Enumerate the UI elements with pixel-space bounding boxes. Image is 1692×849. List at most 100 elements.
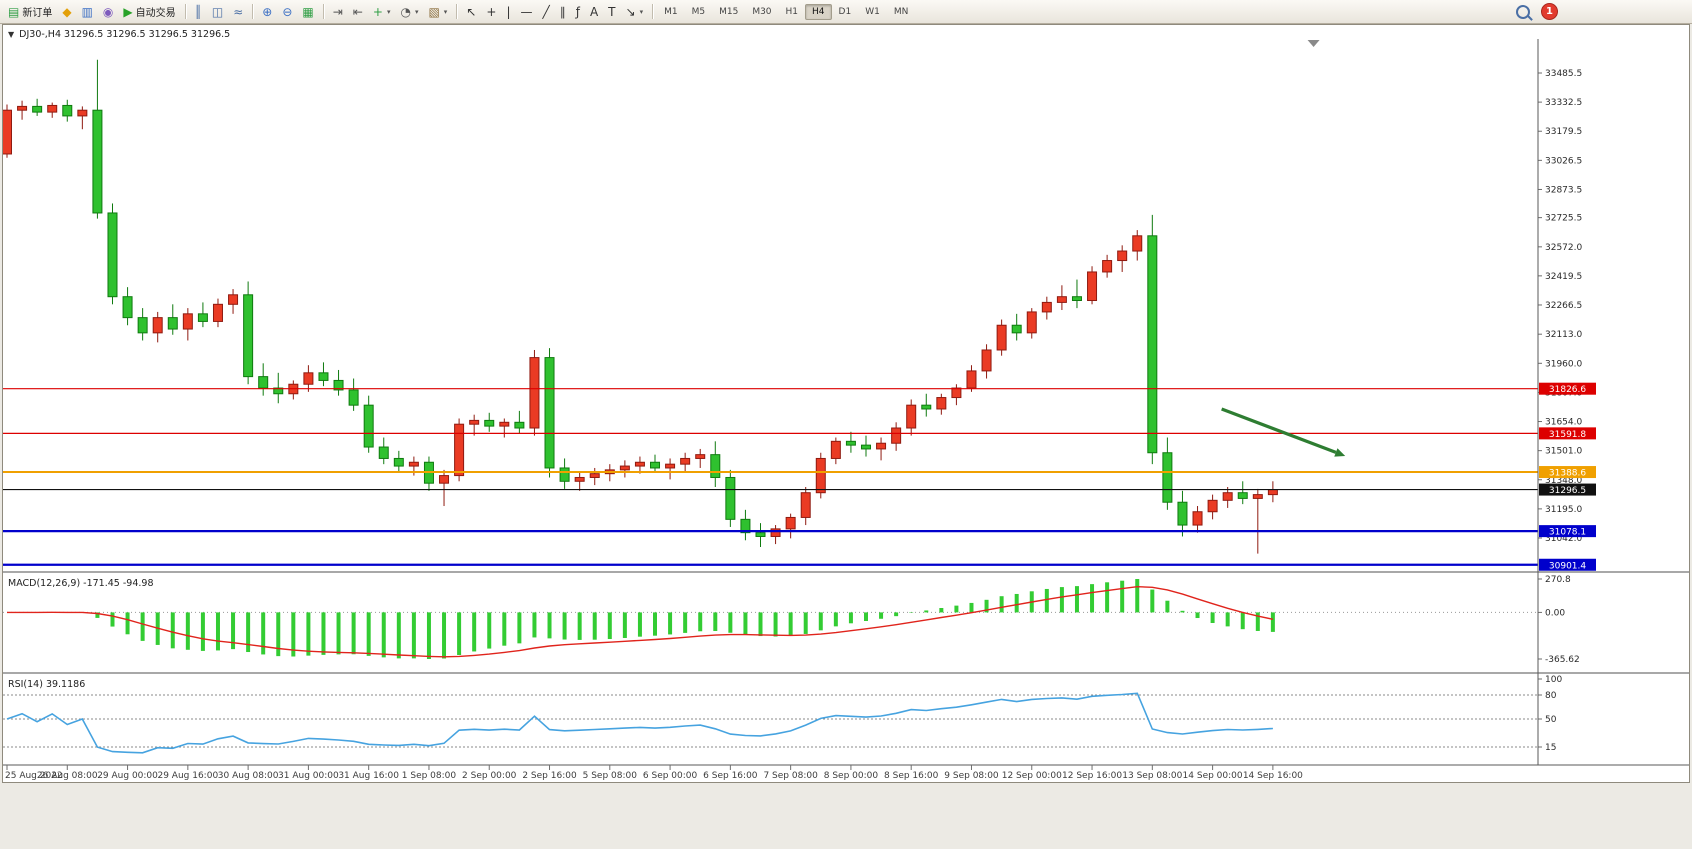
candle: [258, 363, 269, 396]
candle: [1087, 266, 1098, 305]
candle: [1026, 308, 1037, 339]
autotrading-button[interactable]: ▶ 自动交易: [118, 3, 180, 21]
zoom-in-button[interactable]: ⊕: [257, 3, 277, 21]
tile-windows-button[interactable]: ▦: [297, 3, 318, 21]
line-chart-type-button-glyph: ≈: [233, 4, 244, 19]
candlestick-type-button[interactable]: ◫: [207, 3, 228, 21]
horizontal-line-tool-button-glyph: —: [520, 4, 533, 19]
auto-scroll-button[interactable]: ⇥: [328, 3, 348, 21]
timeframe-m5-button[interactable]: M5: [691, 6, 706, 17]
candle: [47, 102, 58, 118]
time-axis-label: 25 Aug 2022: [5, 771, 63, 781]
candle: [1117, 245, 1128, 272]
vertical-line-tool-button[interactable]: |: [501, 3, 515, 21]
candle: [3, 104, 12, 158]
time-axis-label: 30 Aug 08:00: [218, 771, 279, 781]
candle: [725, 469, 736, 527]
candle: [243, 281, 254, 385]
timeframe-d1-button[interactable]: D1: [838, 6, 852, 17]
crosshair-tool-button-glyph: +: [486, 4, 497, 19]
chart-profiles-icon[interactable]: ▥: [77, 3, 98, 21]
new-order-button[interactable]: ▤ 新订单: [3, 3, 57, 21]
text-tool-button[interactable]: A: [585, 3, 603, 21]
candle: [665, 458, 676, 480]
candle: [363, 395, 374, 453]
time-axis-label: 31 Aug 16:00: [338, 771, 399, 781]
toolbar-separator: [184, 4, 186, 19]
svg-text:31826.6: 31826.6: [1549, 385, 1586, 395]
periods-button[interactable]: ◔ ▾: [395, 3, 423, 21]
trendline-tool-button[interactable]: ╱: [537, 3, 554, 21]
price-axis-label: 32572.0: [1545, 243, 1582, 253]
candle: [1237, 481, 1248, 505]
price-axis-label: 32873.5: [1545, 185, 1582, 195]
candle: [981, 344, 992, 379]
alerts-icon-glyph: ◉: [102, 4, 114, 19]
toolbar-group: ⊕ ⊖ ▦: [257, 3, 318, 21]
candle: [1267, 481, 1278, 503]
caret-down-icon: ▾: [443, 7, 448, 16]
trend-arrow[interactable]: [1221, 407, 1346, 457]
candle: [167, 304, 178, 335]
timeframe-h4-button[interactable]: H4: [805, 3, 832, 20]
indicators-button[interactable]: + ▾: [368, 3, 396, 21]
chart-shift-marker[interactable]: [1307, 40, 1320, 47]
timeframe-m30-button[interactable]: M30: [752, 6, 772, 17]
chart-canvas[interactable]: 33485.5 33332.5 33179.5 33026.5 32873.5 32725…: [3, 25, 1689, 782]
zoom-out-button[interactable]: ⊖: [277, 3, 297, 21]
timeframe-mn-button[interactable]: MN: [893, 6, 909, 17]
new-order-button-glyph: ▤: [8, 4, 20, 19]
current-price-line-tag: 31296.5: [1539, 483, 1596, 496]
templates-button-glyph: ▧: [428, 4, 440, 19]
timeframe-m1-button[interactable]: M1: [664, 6, 678, 17]
timeframe-m15-button[interactable]: M15: [719, 6, 739, 17]
candle: [318, 362, 329, 387]
cursor-tool-button[interactable]: ↖: [461, 3, 481, 21]
candle: [454, 418, 465, 482]
timeframe-w1-button[interactable]: W1: [865, 6, 880, 17]
candle: [695, 448, 706, 468]
toolbar-separator: [252, 4, 254, 19]
indicators-button-glyph: +: [372, 4, 383, 19]
chart-window[interactable]: ▼ DJ30-,H4 31296.5 31296.5 31296.5 31296…: [2, 24, 1690, 783]
autotrading-button-glyph: ▶: [123, 4, 133, 19]
macd-indicator-label: MACD(12,26,9) -171.45 -94.98: [8, 578, 154, 589]
candle: [680, 452, 691, 472]
timeframe-h1-button[interactable]: H1: [785, 6, 799, 17]
candle: [1192, 506, 1203, 533]
candle: [830, 437, 841, 465]
price-axis-label: 31042.0: [1545, 534, 1582, 544]
toolbar-separator: [456, 4, 458, 19]
candle: [1041, 296, 1052, 320]
candle: [1147, 214, 1158, 465]
rsi-axis-label: 15: [1545, 743, 1556, 753]
line-chart-type-button[interactable]: ≈: [228, 3, 248, 21]
candle: [484, 412, 495, 432]
label-tool-button[interactable]: T: [603, 3, 620, 21]
search-icon[interactable]: [1516, 4, 1530, 19]
time-axis-label: 8 Sep 16:00: [884, 771, 939, 781]
rsi-indicator-label: RSI(14) 39.1186: [8, 679, 86, 690]
zoom-in-button-glyph: ⊕: [262, 4, 273, 19]
templates-button[interactable]: ▧ ▾: [423, 3, 452, 21]
chart-shift-button[interactable]: ⇤: [348, 3, 368, 21]
bar-chart-type-button[interactable]: ║: [190, 3, 207, 21]
crosshair-tool-button[interactable]: +: [481, 3, 501, 21]
candle: [1207, 494, 1218, 520]
time-axis-label: 6 Sep 00:00: [643, 771, 698, 781]
arrows-tool-button[interactable]: ↘ ▾: [621, 3, 649, 21]
candle: [423, 456, 434, 491]
price-axis-label: 32113.0: [1545, 330, 1582, 340]
toolbar-group: ↖ + | — ╱ ∥ ƒ A T ↘ ▾: [461, 3, 648, 21]
collapse-arrow-icon[interactable]: ▼: [8, 30, 15, 39]
time-axis-label: 12 Sep 00:00: [1002, 771, 1062, 781]
channel-tool-button[interactable]: ∥: [555, 3, 571, 21]
price-axis-label: 31348.0: [1545, 476, 1582, 486]
pivot-line-orange-tag: 31388.6: [1539, 466, 1596, 479]
mql5-market-icon[interactable]: ◆: [57, 3, 76, 21]
alerts-icon[interactable]: ◉: [98, 3, 118, 21]
fibonacci-tool-button[interactable]: ƒ: [571, 3, 585, 21]
notification-badge[interactable]: 1: [1541, 3, 1558, 20]
resistance-line-lower-tag: 31591.8: [1539, 427, 1596, 440]
horizontal-line-tool-button[interactable]: —: [515, 3, 537, 21]
